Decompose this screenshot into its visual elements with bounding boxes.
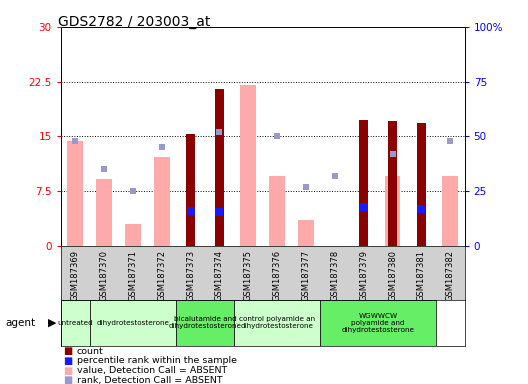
Bar [442, 177, 458, 246]
Text: GDS2782 / 203003_at: GDS2782 / 203003_at [58, 15, 211, 29]
Text: GSM187375: GSM187375 [244, 250, 253, 301]
Text: ■: ■ [63, 356, 73, 366]
Bar [96, 179, 112, 246]
Text: ■: ■ [63, 346, 73, 356]
Text: control polyamide an
dihydrotestosterone: control polyamide an dihydrotestosterone [239, 316, 315, 329]
Bar [269, 177, 285, 246]
Bar [186, 134, 195, 246]
Bar [67, 141, 83, 246]
Text: dihydrotestosterone: dihydrotestosterone [96, 319, 169, 326]
Text: count: count [77, 347, 103, 356]
Bar [320, 300, 436, 346]
Bar [240, 85, 256, 246]
Bar [298, 220, 314, 246]
Text: untreated: untreated [57, 319, 93, 326]
Bar [388, 121, 397, 246]
Text: GSM187369: GSM187369 [71, 250, 80, 301]
Bar [90, 300, 176, 346]
Text: WGWWCW
polyamide and
dihydrotestosterone: WGWWCW polyamide and dihydrotestosterone [342, 313, 414, 333]
Text: GSM187376: GSM187376 [272, 250, 281, 301]
Text: GSM187372: GSM187372 [157, 250, 166, 301]
Bar [234, 300, 320, 346]
Text: GSM187373: GSM187373 [186, 250, 195, 301]
Text: GSM187381: GSM187381 [417, 250, 426, 301]
Bar [61, 300, 90, 346]
Text: agent: agent [5, 318, 35, 328]
Bar [154, 157, 169, 246]
Text: GSM187379: GSM187379 [359, 250, 368, 301]
Text: percentile rank within the sample: percentile rank within the sample [77, 356, 237, 366]
Bar [176, 300, 234, 346]
Text: GSM187371: GSM187371 [128, 250, 137, 301]
Text: GSM187378: GSM187378 [331, 250, 340, 301]
Text: ■: ■ [63, 375, 73, 384]
Bar [417, 123, 426, 246]
Text: GSM187380: GSM187380 [388, 250, 397, 301]
Text: ▶: ▶ [48, 318, 56, 328]
Bar [384, 177, 400, 246]
Bar [215, 89, 224, 246]
Text: GSM187374: GSM187374 [215, 250, 224, 301]
Text: GSM187377: GSM187377 [301, 250, 310, 301]
Bar [359, 120, 368, 246]
Text: bicalutamide and
dihydrotestosterone: bicalutamide and dihydrotestosterone [168, 316, 241, 329]
Text: ■: ■ [63, 366, 73, 376]
Bar [125, 224, 141, 246]
Text: GSM187370: GSM187370 [99, 250, 108, 301]
Text: GSM187382: GSM187382 [446, 250, 455, 301]
Text: value, Detection Call = ABSENT: value, Detection Call = ABSENT [77, 366, 227, 375]
Text: rank, Detection Call = ABSENT: rank, Detection Call = ABSENT [77, 376, 222, 384]
